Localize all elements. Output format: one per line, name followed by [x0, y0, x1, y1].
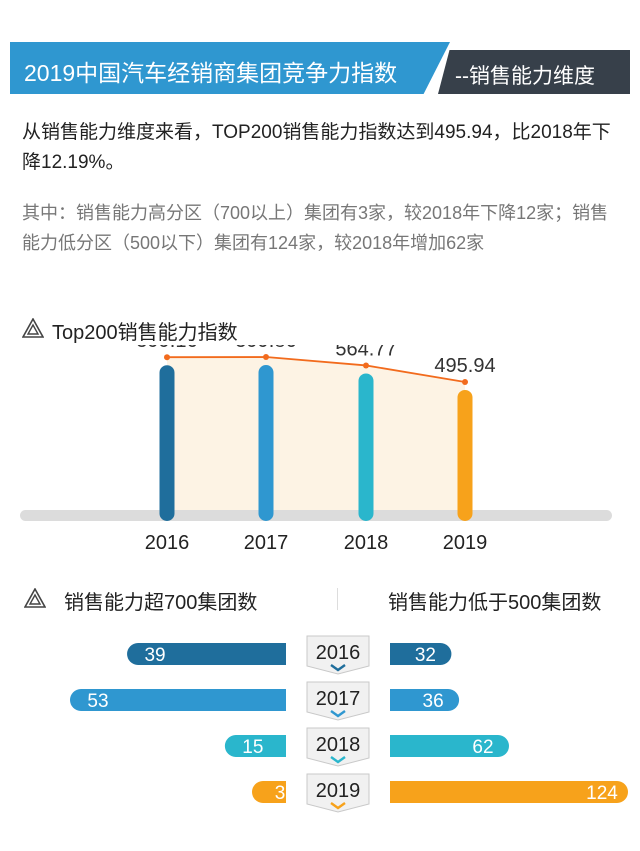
- chevron-down-icon: [330, 756, 346, 764]
- page-subtitle: --销售能力维度: [455, 65, 595, 88]
- below-500-title: 销售能力低于500集团数: [388, 592, 602, 614]
- baseline-track: [20, 510, 612, 521]
- index-chart: 599.16 599.86 564.77 495.94 2016 2017 2018 201…: [20, 345, 612, 554]
- above-700-title: 销售能力超700集团数: [64, 592, 258, 614]
- index-bar-2017: [258, 365, 274, 521]
- index-line: [166, 356, 466, 383]
- below-500-value-2018: 62: [472, 737, 493, 758]
- index-year-label-2019: 2019: [443, 532, 488, 554]
- index-year-label-2018: 2018: [344, 532, 389, 554]
- year-badge-label-2018: 2018: [316, 734, 361, 756]
- year-badge-2016: [306, 635, 370, 675]
- index-value-label-2019: 495.94: [434, 355, 495, 377]
- intro-paragraph: 从销售能力维度来看，TOP200销售能力指数达到495.94，比2018年下降1…: [22, 122, 611, 173]
- butterfly-row-2018: 15 62 2018: [224, 727, 509, 767]
- section-divider: [337, 588, 338, 610]
- above-700-value-2018: 15: [242, 737, 263, 758]
- butterfly-chart: 39 32 2016 53 36 2017 15 62 2018 3 124 2019: [70, 635, 628, 813]
- below-500-value-2019: 124: [586, 783, 618, 804]
- triangle-icon: [22, 318, 44, 338]
- index-point-2018: [363, 362, 369, 369]
- chevron-down-icon: [330, 664, 346, 672]
- index-value-label-2017: 599.86: [235, 345, 296, 352]
- header-banner: 2019中国汽车经销商集团竞争力指数 --销售能力维度: [10, 42, 630, 94]
- index-point-2017: [263, 354, 269, 361]
- butterfly-row-2017: 53 36 2017: [70, 681, 460, 721]
- above-700-value-2016: 39: [144, 645, 165, 666]
- above-700-bar-2019: [252, 781, 286, 803]
- index-year-label-2017: 2017: [244, 532, 289, 554]
- header-subtitle-bg: [438, 50, 630, 94]
- index-point-2019: [462, 378, 468, 385]
- year-badge-2018: [306, 727, 370, 767]
- butterfly-row-2019: 3 124 2019: [252, 773, 628, 813]
- below-500-bar-2017: [390, 689, 460, 711]
- chevron-down-icon: [330, 710, 346, 718]
- chevron-down-icon: [330, 802, 346, 810]
- index-point-2016: [164, 354, 170, 361]
- year-badge-2019: [306, 773, 370, 813]
- below-500-bar-2018: [390, 735, 509, 757]
- below-500-bar-2016: [390, 643, 452, 665]
- butterfly-row-2016: 39 32 2016: [127, 635, 452, 675]
- below-500-value-2017: 36: [423, 691, 444, 712]
- header-title-bg: [10, 42, 450, 94]
- above-700-value-2019: 3: [275, 783, 286, 804]
- index-bar-2019: [457, 389, 473, 521]
- above-700-value-2017: 53: [87, 691, 108, 712]
- index-bar-2018: [358, 373, 374, 521]
- index-bar-2016: [159, 365, 175, 521]
- year-badge-2017: [306, 681, 370, 721]
- page-title: 2019中国汽车经销商集团竞争力指数: [24, 60, 398, 86]
- year-badge-label-2016: 2016: [316, 642, 361, 664]
- index-year-label-2016: 2016: [145, 532, 190, 554]
- above-700-bar-2018: [224, 735, 286, 757]
- index-chart-title: Top200销售能力指数: [52, 322, 238, 344]
- below-500-bar-2019: [390, 781, 628, 803]
- below-500-value-2016: 32: [415, 645, 436, 666]
- year-badge-label-2017: 2017: [316, 688, 361, 710]
- index-value-label-2018: 564.77: [335, 345, 396, 360]
- triangle-icon: [24, 588, 46, 608]
- index-value-label-2016: 599.16: [136, 345, 197, 352]
- above-700-bar-2016: [127, 643, 286, 665]
- year-badge-label-2019: 2019: [316, 780, 361, 802]
- above-700-bar-2017: [70, 689, 286, 711]
- detail-paragraph: 其中：销售能力高分区（700以上）集团有3家，较2018年下降12家；销售能力低…: [22, 203, 609, 253]
- index-area: [167, 357, 465, 521]
